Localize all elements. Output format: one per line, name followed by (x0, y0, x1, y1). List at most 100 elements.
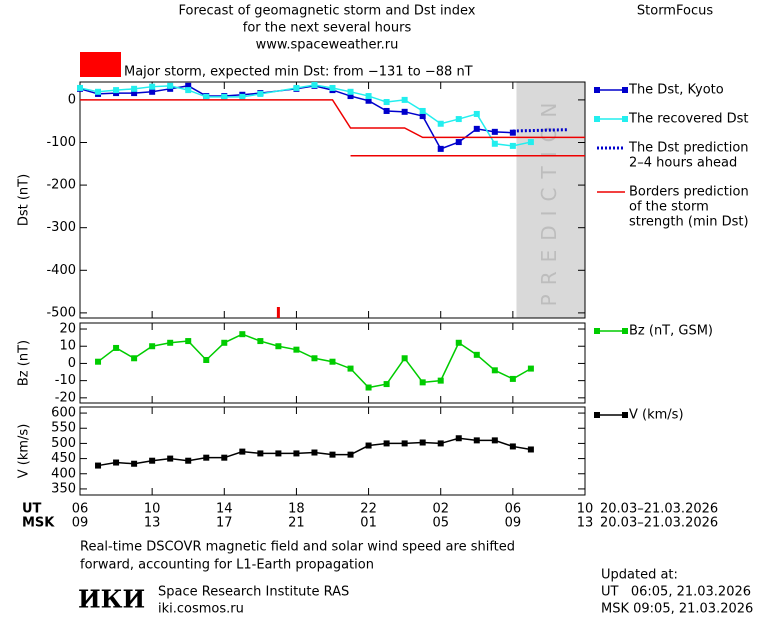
logo: ИКИ (78, 585, 145, 614)
x-tick-label: 02 (432, 502, 449, 517)
data-point (239, 93, 246, 100)
x-tick-label-msk: 21 (288, 516, 305, 531)
updated-msk: MSK 09:05, 21.03.2026 (601, 602, 753, 617)
data-point (491, 140, 498, 147)
site-url: www.spaceweather.ru (256, 38, 399, 53)
legend-marker (622, 87, 628, 93)
prediction-region (516, 82, 585, 318)
y-tick-label: -10 (55, 373, 76, 388)
y-tick-label: -400 (46, 263, 76, 278)
data-point (185, 82, 192, 89)
data-point (149, 88, 156, 95)
data-point (365, 97, 372, 104)
data-point (221, 454, 228, 461)
chart-title: Forecast of geomagnetic storm and Dst in… (178, 4, 475, 19)
data-point (509, 375, 516, 382)
data-point (419, 113, 426, 120)
data-point (329, 84, 336, 91)
data-point (473, 110, 480, 117)
x-tick-label-msk: 09 (505, 516, 522, 531)
brand: StormFocus (637, 4, 713, 19)
data-point (419, 107, 426, 114)
data-point (383, 107, 390, 114)
data-point (203, 454, 210, 461)
data-point (257, 338, 264, 345)
data-point (185, 87, 192, 94)
data-point (311, 355, 318, 362)
y-tick-label: 350 (51, 481, 76, 496)
data-point (401, 355, 408, 362)
data-point (113, 87, 120, 94)
y-tick-label: 10 (59, 339, 76, 354)
plot-frame (79, 81, 586, 319)
annotation-swatch (80, 52, 121, 77)
data-point (329, 358, 336, 365)
x-tick-label-msk: 05 (432, 516, 449, 531)
data-point (221, 93, 228, 100)
data-point (131, 355, 138, 362)
y-tick-label: 0 (68, 92, 76, 107)
prediction-label: PREDICTION (537, 94, 561, 307)
annotation: Major storm, expected min Dst: from −131… (124, 65, 473, 80)
data-point (437, 440, 444, 447)
date-range: 20.03–21.03.2026 (600, 516, 718, 531)
data-point (95, 88, 102, 95)
data-point (365, 384, 372, 391)
data-point (293, 450, 300, 457)
legend-label: strength (min Dst) (629, 215, 749, 230)
y-tick-label: 550 (51, 421, 76, 436)
x-tick-label: 06 (72, 502, 89, 517)
data-point (509, 142, 516, 149)
x-axis-label: MSK (22, 516, 55, 531)
x-axis-label: UT (22, 502, 42, 517)
institute-site: iki.cosmos.ru (158, 602, 244, 617)
data-point (491, 128, 498, 135)
y-tick-label: -500 (46, 305, 76, 320)
data-point (437, 120, 444, 127)
x-tick-label: 22 (360, 502, 377, 517)
data-point (491, 437, 498, 444)
data-point (437, 377, 444, 384)
updated-label: Updated at: (601, 568, 678, 583)
data-point (185, 457, 192, 464)
legend-label: V (km/s) (629, 408, 684, 423)
data-point (527, 139, 534, 146)
legend-label: of the storm (629, 200, 709, 215)
legend-marker (622, 116, 628, 122)
data-point (383, 99, 390, 106)
y-tick-label: 20 (59, 322, 76, 337)
x-tick-label-msk: 13 (577, 516, 594, 531)
legend-label: 2–4 hours ahead (629, 156, 737, 171)
data-point (131, 460, 138, 467)
series-line (80, 99, 585, 139)
data-point (311, 81, 318, 88)
data-point (221, 339, 228, 346)
data-point (473, 351, 480, 358)
y-tick-label: 600 (51, 406, 76, 421)
data-point (257, 450, 264, 457)
data-point (383, 381, 390, 388)
plot-frame (79, 406, 586, 496)
x-tick-label-msk: 13 (144, 516, 161, 531)
y-axis-label: Dst (nT) (17, 174, 32, 226)
data-point (167, 455, 174, 462)
data-point (509, 129, 516, 136)
y-tick-label: 0 (68, 356, 76, 371)
data-point (455, 139, 462, 146)
data-point (437, 145, 444, 152)
date-range: 20.03–21.03.2026 (600, 502, 718, 517)
data-point (149, 83, 156, 90)
legend-marker (594, 412, 600, 418)
footer-note: Real-time DSCOVR magnetic field and sola… (80, 540, 515, 555)
y-tick-label: -200 (46, 178, 76, 193)
x-tick-label: 18 (288, 502, 305, 517)
data-point (311, 449, 318, 456)
data-point (131, 90, 138, 97)
y-tick-label: -20 (55, 390, 76, 405)
data-point (455, 339, 462, 346)
institute: Space Research Institute RAS (158, 585, 349, 600)
updated-ut: UT 06:05, 21.03.2026 (601, 585, 751, 600)
y-tick-label: 450 (51, 451, 76, 466)
data-point (257, 90, 264, 97)
